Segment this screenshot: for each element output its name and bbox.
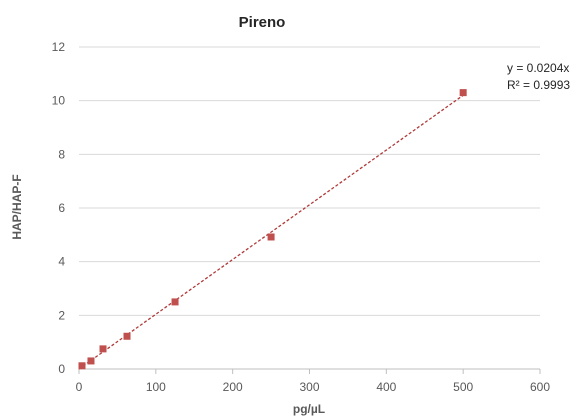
data-point	[267, 233, 275, 241]
data-point	[171, 298, 179, 306]
y-tick-label: 12	[52, 40, 66, 54]
linear-trendline	[78, 94, 464, 370]
y-axis-label: HAP/HAP-F	[10, 174, 24, 239]
y-tick-label: 4	[58, 255, 65, 269]
y-tick-label: 2	[58, 308, 65, 322]
x-axis-label: pg/µL	[293, 402, 325, 416]
x-tick-label: 500	[453, 380, 473, 394]
data-point	[87, 357, 95, 365]
x-tick-label: 400	[376, 380, 396, 394]
x-tick-label: 0	[76, 380, 83, 394]
data-point	[459, 89, 467, 97]
x-tick-label: 100	[146, 380, 166, 394]
r-squared-label: R² = 0.9993	[507, 78, 570, 92]
y-tick-label: 10	[52, 94, 66, 108]
y-tick-label: 0	[58, 362, 65, 376]
axes: 0 2 4 6 8 10 12 0 100 200 300 400 500 600	[52, 40, 551, 394]
x-tick-label: 300	[299, 380, 319, 394]
trendline-equation: y = 0.0204x	[507, 61, 569, 75]
x-tick-label: 200	[223, 380, 243, 394]
trendline-group	[78, 94, 464, 370]
data-point	[123, 332, 131, 340]
chart-title: Pireno	[239, 14, 286, 31]
y-tick-label: 6	[58, 201, 65, 215]
x-tick-label: 600	[530, 380, 550, 394]
y-tick-label: 8	[58, 147, 65, 161]
gridlines	[79, 46, 540, 316]
data-point	[99, 345, 107, 353]
data-point	[78, 362, 86, 370]
data-points	[78, 89, 467, 370]
